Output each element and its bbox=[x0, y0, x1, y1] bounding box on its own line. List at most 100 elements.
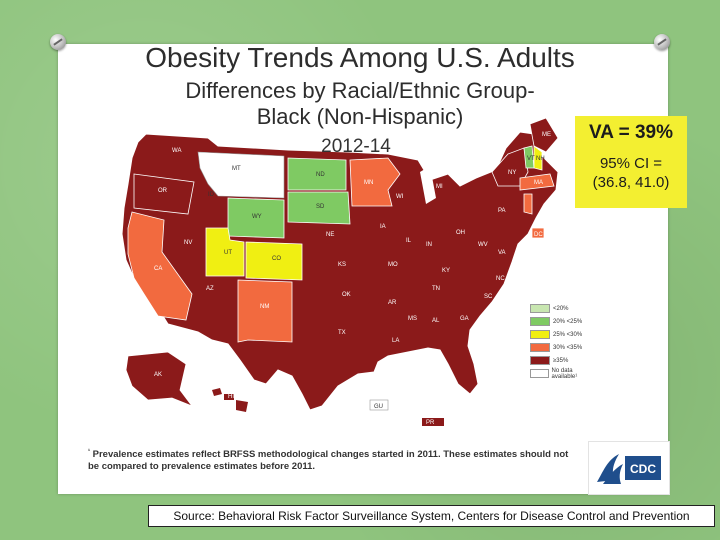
map-state-ma bbox=[519, 173, 555, 191]
state-label-fl: FL bbox=[484, 362, 492, 368]
state-label-gu: GU bbox=[374, 404, 383, 410]
va-ci-line2: (36.8, 41.0) bbox=[592, 174, 670, 191]
map-state-wy bbox=[227, 197, 285, 239]
pin-left-icon bbox=[50, 34, 66, 50]
state-label-pr: PR bbox=[426, 420, 435, 426]
state-label-wa: WA bbox=[172, 148, 181, 154]
map-state-ak bbox=[125, 351, 194, 407]
cdc-badge-icon bbox=[625, 456, 661, 480]
state-label-tn: TN bbox=[432, 286, 440, 292]
source-citation: Source: Behavioral Risk Factor Surveilla… bbox=[148, 505, 715, 527]
state-label-sc: SC bbox=[484, 294, 493, 300]
years-label: 2012-14 bbox=[0, 136, 718, 158]
state-label-nc: NC bbox=[496, 276, 505, 282]
map-state-nh bbox=[533, 145, 543, 171]
legend-swatch-5 bbox=[530, 369, 549, 378]
state-label-ga: GA bbox=[460, 316, 469, 322]
us-map: WA OR MT ID ND SD WY NE NV UT CO CA AZ NM TX OK KS MN IA MO… bbox=[88, 94, 568, 430]
state-label-nm: NM bbox=[260, 304, 269, 310]
legend-item: 25% <30% bbox=[530, 328, 596, 341]
legend-label-4: ≥35% bbox=[553, 357, 569, 364]
state-label-ks: KS bbox=[338, 262, 346, 268]
hhs-eagle-icon bbox=[597, 454, 623, 484]
state-label-il: IL bbox=[406, 238, 412, 244]
map-state-hi bbox=[212, 388, 248, 412]
state-label-ia: IA bbox=[380, 224, 386, 230]
legend-item: 30% <35% bbox=[530, 341, 596, 354]
legend-item: ≥35% bbox=[530, 354, 596, 367]
state-label-tx: TX bbox=[338, 330, 346, 336]
map-state-ut bbox=[205, 227, 245, 277]
state-label-nh: NH bbox=[536, 156, 545, 162]
map-state-ny bbox=[491, 147, 529, 187]
cdc-logo: CDC bbox=[588, 441, 670, 495]
state-label-ky: KY bbox=[442, 268, 450, 274]
state-label-mi: MI bbox=[436, 184, 443, 190]
state-label-dc: DC bbox=[534, 232, 543, 238]
legend-swatch-2 bbox=[530, 330, 550, 339]
state-label-az: AZ bbox=[206, 286, 214, 292]
map-lake bbox=[420, 166, 436, 204]
map-state-mt bbox=[197, 151, 285, 199]
legend-label-0: <20% bbox=[553, 305, 569, 312]
state-label-ca: CA bbox=[154, 266, 162, 272]
va-ci-line1: 95% CI = bbox=[599, 155, 663, 172]
state-label-al: AL bbox=[432, 318, 440, 324]
state-label-mn: MN bbox=[364, 180, 373, 186]
years-text: 2012-14 bbox=[321, 136, 391, 157]
state-label-ne: NE bbox=[326, 232, 334, 238]
state-label-ny: NY bbox=[508, 170, 516, 176]
state-label-wi: WI bbox=[396, 194, 404, 200]
pin-right-icon bbox=[654, 34, 670, 50]
state-label-oh: OH bbox=[456, 230, 465, 236]
subtitle-line1: Differences by Racial/Ethnic Group- bbox=[185, 78, 535, 103]
state-label-ok: OK bbox=[342, 292, 351, 298]
state-label-sd: SD bbox=[316, 204, 325, 210]
state-label-ms: MS bbox=[408, 316, 417, 322]
subtitle: Differences by Racial/Ethnic Group- Blac… bbox=[100, 78, 620, 130]
legend-swatch-1 bbox=[530, 317, 550, 326]
map-state-or bbox=[133, 173, 195, 215]
footnote: ¹ Prevalence estimates reflect BRFSS met… bbox=[88, 446, 574, 473]
subtitle-line2: Black (Non-Hispanic) bbox=[256, 104, 464, 129]
state-label-me: ME bbox=[542, 132, 551, 138]
slide-title: Obesity Trends Among U.S. Adults bbox=[145, 42, 575, 73]
state-label-ma: MA bbox=[534, 180, 543, 186]
state-label-ut: UT bbox=[224, 250, 232, 256]
state-label-wv: WV bbox=[478, 242, 488, 248]
state-label-nv: NV bbox=[184, 240, 192, 246]
map-state-sd bbox=[287, 191, 351, 225]
state-label-ar: AR bbox=[388, 300, 397, 306]
state-label-pa: PA bbox=[498, 208, 506, 214]
legend-swatch-0 bbox=[530, 304, 550, 313]
state-label-or: OR bbox=[158, 188, 168, 194]
state-label-va: VA bbox=[498, 250, 506, 256]
map-state-co bbox=[245, 241, 303, 281]
map-state-nj bbox=[523, 193, 533, 215]
legend-label-5: No data available¹ bbox=[551, 367, 578, 380]
legend-item: 20% <25% bbox=[530, 315, 596, 328]
map-state-pr bbox=[422, 418, 444, 426]
state-label-hi: HI bbox=[228, 394, 234, 400]
map-state-mn bbox=[349, 157, 401, 207]
state-label-mt: MT bbox=[232, 166, 241, 172]
state-label-la: LA bbox=[392, 338, 399, 344]
state-label-co: CO bbox=[272, 256, 281, 262]
state-label-id: ID bbox=[208, 192, 215, 198]
va-callout: VA = 39% 95% CI = (36.8, 41.0) bbox=[575, 116, 687, 208]
map-state-nm bbox=[237, 279, 293, 343]
legend-label-1: 20% <25% bbox=[553, 318, 583, 325]
legend-swatch-3 bbox=[530, 343, 550, 352]
state-label-nd: ND bbox=[316, 172, 325, 178]
legend-item: <20% bbox=[530, 302, 596, 315]
map-state-nd bbox=[287, 157, 347, 191]
legend-label-2: 25% <30% bbox=[553, 331, 583, 338]
map-state-ca bbox=[127, 211, 193, 321]
cdc-logo-text: CDC bbox=[630, 462, 656, 476]
legend-swatch-4 bbox=[530, 356, 550, 365]
footnote-marker: ¹ bbox=[88, 449, 90, 455]
state-label-ak: AK bbox=[154, 372, 162, 378]
map-state-gu bbox=[369, 399, 389, 411]
map-legend: <20% 20% <25% 25% <30% 30% <35% ≥35% No … bbox=[530, 302, 596, 380]
state-label-wy: WY bbox=[252, 214, 262, 220]
